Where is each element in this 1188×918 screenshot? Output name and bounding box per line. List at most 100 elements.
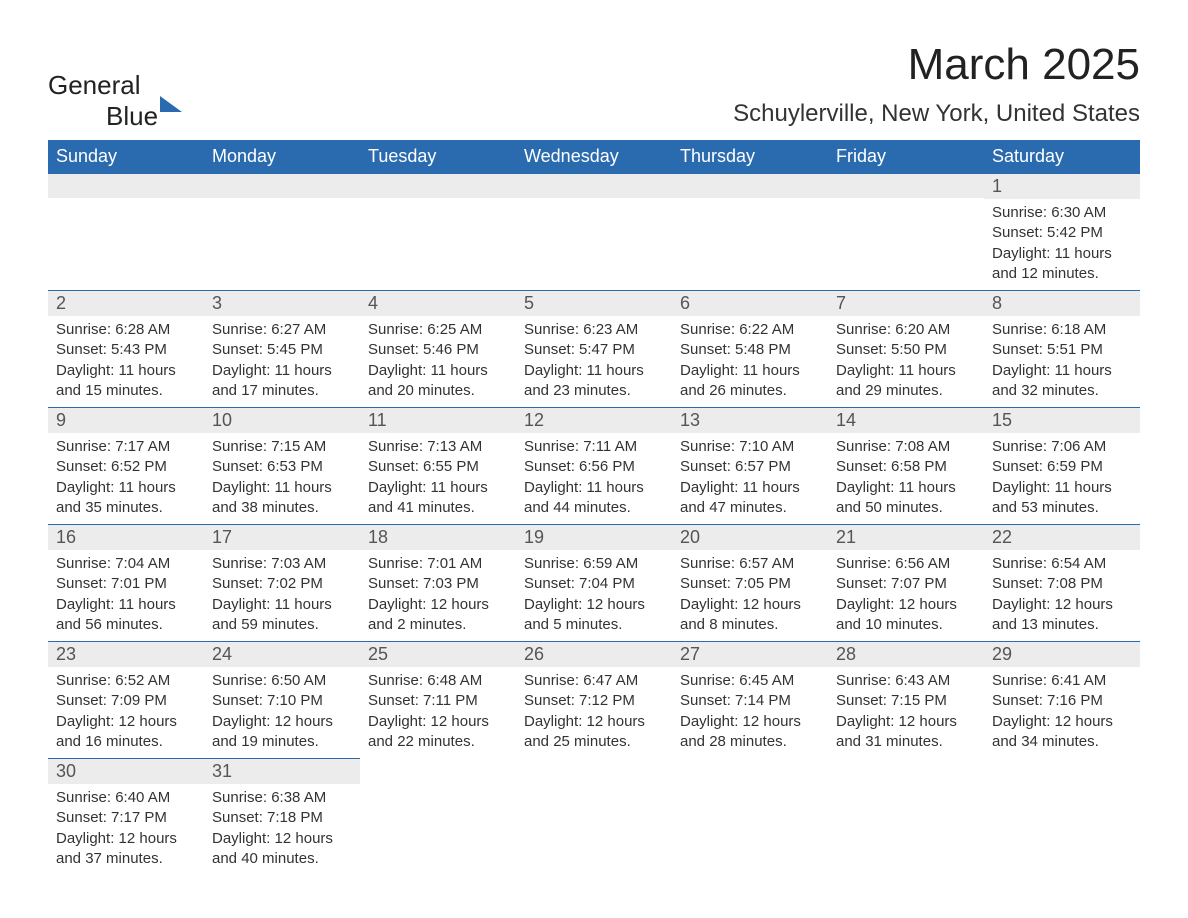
day-number: 29 [984,642,1140,667]
day-number: 17 [204,525,360,550]
sunrise-line: Sunrise: 6:54 AM [992,554,1132,574]
daylight-line: Daylight: 11 hours and 23 minutes. [524,361,664,402]
sunrise-line: Sunrise: 6:52 AM [56,671,196,691]
daylight-line: Daylight: 12 hours and 28 minutes. [680,712,820,753]
day-number: 26 [516,642,672,667]
logo: General Blue [48,70,182,132]
day-body: Sunrise: 7:15 AMSunset: 6:53 PMDaylight:… [204,433,360,524]
day-body: Sunrise: 6:30 AMSunset: 5:42 PMDaylight:… [984,199,1140,290]
sunrise-line: Sunrise: 7:04 AM [56,554,196,574]
daylight-line: Daylight: 12 hours and 8 minutes. [680,595,820,636]
calendar-cell [672,174,828,291]
calendar-cell: 20 Sunrise: 6:57 AMSunset: 7:05 PMDayligh… [672,525,828,642]
day-body [984,783,1140,863]
daylight-line: Daylight: 11 hours and 47 minutes. [680,478,820,519]
day-body: Sunrise: 6:18 AMSunset: 5:51 PMDaylight:… [984,316,1140,407]
day-number: 7 [828,291,984,316]
sunset-line: Sunset: 7:03 PM [368,574,508,594]
day-body: Sunrise: 7:06 AMSunset: 6:59 PMDaylight:… [984,433,1140,524]
calendar-header-row: SundayMondayTuesdayWednesdayThursdayFrid… [48,140,1140,174]
calendar-cell: 9Sunrise: 7:17 AMSunset: 6:52 PMDaylight… [48,408,204,525]
calendar-cell: 31Sunrise: 6:38 AMSunset: 7:18 PMDayligh… [204,759,360,876]
calendar-cell: 18 Sunrise: 7:01 AMSunset: 7:03 PMDayligh… [360,525,516,642]
sunset-line: Sunset: 6:57 PM [680,457,820,477]
sunrise-line: Sunrise: 6:45 AM [680,671,820,691]
sunrise-line: Sunrise: 7:10 AM [680,437,820,457]
sunset-line: Sunset: 6:52 PM [56,457,196,477]
sunset-line: Sunset: 6:55 PM [368,457,508,477]
calendar-cell [516,759,672,876]
day-body: Sunrise: 6:27 AMSunset: 5:45 PMDaylight:… [204,316,360,407]
title-block: March 2025 Schuylerville, New York, Unit… [733,40,1140,136]
daylight-line: Daylight: 12 hours and 5 minutes. [524,595,664,636]
sunrise-line: Sunrise: 6:22 AM [680,320,820,340]
day-body [672,783,828,863]
sunset-line: Sunset: 7:05 PM [680,574,820,594]
day-number: 15 [984,408,1140,433]
calendar-cell: 10Sunrise: 7:15 AMSunset: 6:53 PMDayligh… [204,408,360,525]
sunrise-line: Sunrise: 6:48 AM [368,671,508,691]
day-number: 1 [984,174,1140,199]
day-number: 25 [360,642,516,667]
location: Schuylerville, New York, United States [733,100,1140,128]
daylight-line: Daylight: 12 hours and 25 minutes. [524,712,664,753]
sunrise-line: Sunrise: 7:01 AM [368,554,508,574]
sunrise-line: Sunrise: 6:57 AM [680,554,820,574]
calendar-cell: 5Sunrise: 6:23 AMSunset: 5:47 PMDaylight… [516,291,672,408]
sunrise-line: Sunrise: 6:41 AM [992,671,1132,691]
day-number: 4 [360,291,516,316]
day-number: 10 [204,408,360,433]
sunrise-line: Sunrise: 6:59 AM [524,554,664,574]
sunset-line: Sunset: 5:50 PM [836,340,976,360]
month-title: March 2025 [733,40,1140,90]
calendar-cell [204,174,360,291]
calendar-week-row: 9Sunrise: 7:17 AMSunset: 6:52 PMDaylight… [48,408,1140,525]
day-number: 20 [672,525,828,550]
sunset-line: Sunset: 7:10 PM [212,691,352,711]
day-body: Sunrise: 6:56 AMSunset: 7:07 PMDaylight:… [828,550,984,641]
day-body: Sunrise: 7:13 AMSunset: 6:55 PMDaylight:… [360,433,516,524]
calendar-cell: 28Sunrise: 6:43 AMSunset: 7:15 PMDayligh… [828,642,984,759]
day-number [828,174,984,198]
daylight-line: Daylight: 12 hours and 40 minutes. [212,829,352,870]
calendar-cell [360,174,516,291]
sunset-line: Sunset: 6:59 PM [992,457,1132,477]
daylight-line: Daylight: 12 hours and 34 minutes. [992,712,1132,753]
sunrise-line: Sunrise: 6:30 AM [992,203,1132,223]
daylight-line: Daylight: 12 hours and 10 minutes. [836,595,976,636]
daylight-line: Daylight: 11 hours and 53 minutes. [992,478,1132,519]
sunset-line: Sunset: 7:15 PM [836,691,976,711]
day-body: Sunrise: 6:22 AMSunset: 5:48 PMDaylight:… [672,316,828,407]
weekday-header: Wednesday [516,140,672,174]
daylight-line: Daylight: 12 hours and 19 minutes. [212,712,352,753]
day-body: Sunrise: 6:48 AMSunset: 7:11 PMDaylight:… [360,667,516,758]
day-number: 18 [360,525,516,550]
day-number: 28 [828,642,984,667]
sunset-line: Sunset: 5:48 PM [680,340,820,360]
day-number [828,759,984,783]
day-body: Sunrise: 6:38 AMSunset: 7:18 PMDaylight:… [204,784,360,875]
sunset-line: Sunset: 7:12 PM [524,691,664,711]
calendar-cell [516,174,672,291]
sunset-line: Sunset: 6:56 PM [524,457,664,477]
daylight-line: Daylight: 11 hours and 29 minutes. [836,361,976,402]
sunset-line: Sunset: 5:51 PM [992,340,1132,360]
day-body [360,783,516,863]
calendar-cell: 2Sunrise: 6:28 AMSunset: 5:43 PMDaylight… [48,291,204,408]
calendar-cell: 3Sunrise: 6:27 AMSunset: 5:45 PMDaylight… [204,291,360,408]
daylight-line: Daylight: 11 hours and 35 minutes. [56,478,196,519]
sunset-line: Sunset: 7:09 PM [56,691,196,711]
daylight-line: Daylight: 11 hours and 20 minutes. [368,361,508,402]
calendar-cell [828,759,984,876]
daylight-line: Daylight: 11 hours and 41 minutes. [368,478,508,519]
sunrise-line: Sunrise: 6:56 AM [836,554,976,574]
daylight-line: Daylight: 11 hours and 15 minutes. [56,361,196,402]
day-number: 22 [984,525,1140,550]
sunset-line: Sunset: 7:07 PM [836,574,976,594]
day-number: 24 [204,642,360,667]
day-body: Sunrise: 7:03 AMSunset: 7:02 PMDaylight:… [204,550,360,641]
calendar-cell: 29Sunrise: 6:41 AMSunset: 7:16 PMDayligh… [984,642,1140,759]
daylight-line: Daylight: 11 hours and 12 minutes. [992,244,1132,285]
daylight-line: Daylight: 12 hours and 2 minutes. [368,595,508,636]
day-body: Sunrise: 6:23 AMSunset: 5:47 PMDaylight:… [516,316,672,407]
